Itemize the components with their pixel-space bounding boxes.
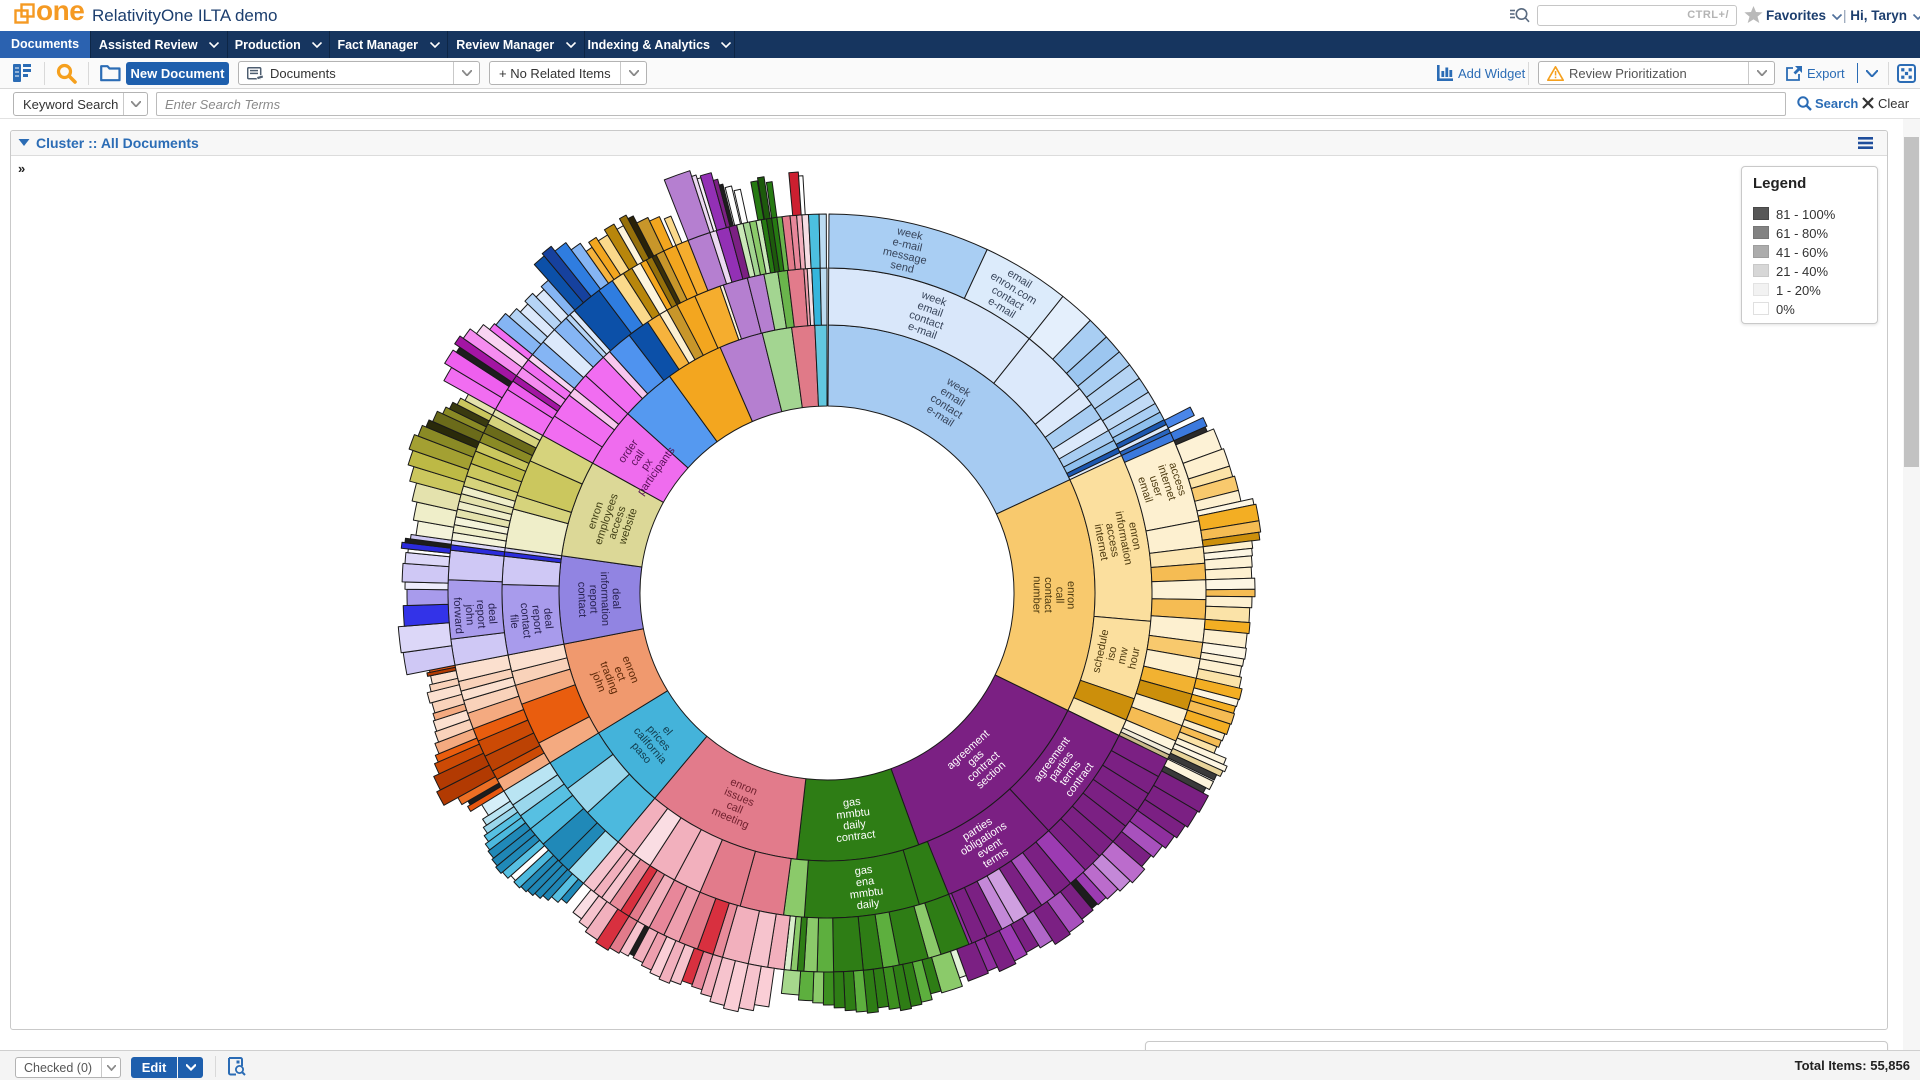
svg-text:gasenammbtudaily: gasenammbtudaily (846, 863, 885, 913)
svg-text:dealreportjohnforward: dealreportjohnforward (451, 595, 499, 634)
svg-text:elpricescaliforniapaso: elpricescaliforniapaso (622, 710, 686, 774)
svg-text:dealreportcontactfile: dealreportcontactfile (506, 600, 555, 640)
svg-text:gasmmbtudailycontract: gasmmbtudailycontract (832, 794, 876, 845)
svg-text:enroncallcontactnumber: enroncallcontactnumber (1030, 576, 1077, 614)
svg-text:weeke-mailmessagesend: weeke-mailmessagesend (879, 223, 933, 278)
svg-text:dealinformationreportcontact: dealinformationreportcontact (575, 571, 623, 627)
